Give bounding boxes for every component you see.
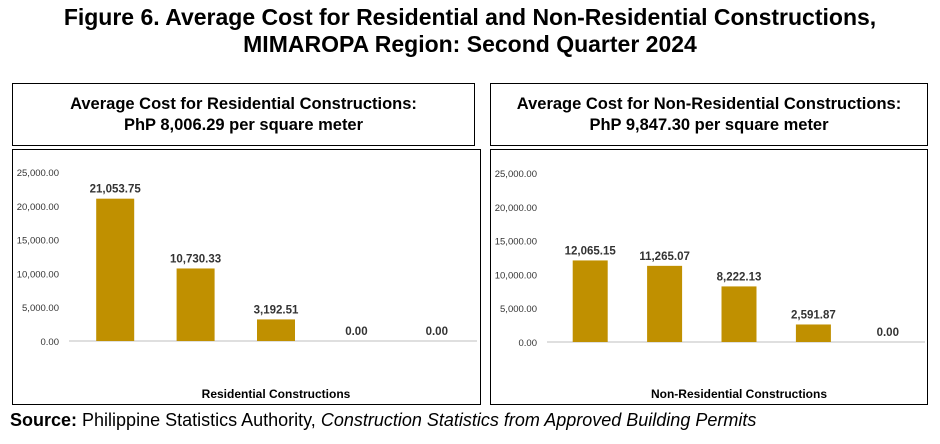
x-axis-title: Non-Residential Constructions [651, 387, 827, 401]
data-label: 11,265.07 [639, 251, 690, 263]
residential-chart: 0.00 5,000.00 10,000.00 15,000.00 20,000.00 2… [17, 168, 477, 401]
data-label: 12,065.15 [565, 245, 617, 257]
bar [176, 268, 215, 341]
y-tick-label: 25,000.00 [495, 169, 537, 180]
residential-chart-panel: 0.00 5,000.00 10,000.00 15,000.00 20,000.00 2… [12, 149, 481, 405]
right-header-line1: Average Cost for Non-Residential Constru… [516, 94, 902, 113]
figure-title-line1: Figure 6. Average Cost for Residential a… [63, 4, 877, 30]
data-label: 2,591.87 [791, 309, 836, 321]
y-tick-label: 5,000.00 [500, 304, 537, 315]
y-tick-label: 5,000.00 [22, 303, 59, 314]
bar [721, 286, 757, 342]
y-tick-label: 10,000.00 [495, 270, 537, 281]
y-tick-label: 10,000.00 [17, 269, 59, 280]
right-panel-header: Average Cost for Non-Residential Constru… [490, 83, 928, 146]
left-header-line2: PhP 8,006.29 per square meter [123, 115, 364, 134]
right-header-line2: PhP 9,847.30 per square meter [589, 115, 829, 134]
bar [257, 319, 295, 341]
source-note: Source: Philippine Statistics Authority,… [10, 410, 756, 431]
non-residential-chart: 0.00 5,000.00 10,000.00 15,000.00 20,000.00 2… [495, 169, 925, 401]
y-tick-label: 20,000.00 [17, 202, 59, 213]
y-tick-label: 25,000.00 [17, 168, 59, 179]
y-tick-label: 20,000.00 [495, 203, 537, 214]
y-tick-label: 15,000.00 [17, 236, 59, 247]
y-tick-label: 0.00 [519, 338, 538, 349]
figure-title-line2: MIMAROPA Region: Second Quarter 2024 [243, 31, 697, 57]
non-residential-chart-panel: 0.00 5,000.00 10,000.00 15,000.00 20,000.00 2… [490, 149, 928, 405]
data-label: 0.00 [345, 326, 367, 338]
bar [572, 260, 608, 342]
x-axis-title: Residential Constructions [202, 387, 351, 401]
data-label: 0.00 [426, 326, 448, 338]
data-label: 10,730.33 [170, 253, 221, 265]
left-panel-header: Average Cost for Residential Constructio… [12, 83, 475, 146]
data-label: 8,222.13 [717, 271, 762, 283]
y-tick-label: 15,000.00 [495, 237, 537, 248]
figure-title: Figure 6. Average Cost for Residential a… [0, 4, 940, 58]
y-tick-label: 0.00 [41, 337, 60, 348]
data-label: 0.00 [877, 327, 899, 339]
source-label: Source: [10, 410, 78, 430]
source-text: Philippine Statistics Authority, [77, 410, 321, 430]
bar [96, 198, 135, 341]
left-header-line1: Average Cost for Residential Constructio… [70, 94, 417, 113]
bar [795, 324, 831, 342]
source-publication: Construction Statistics from Approved Bu… [320, 410, 757, 430]
data-label: 3,192.51 [254, 304, 299, 316]
bar [647, 265, 683, 342]
data-label: 21,053.75 [90, 184, 142, 196]
